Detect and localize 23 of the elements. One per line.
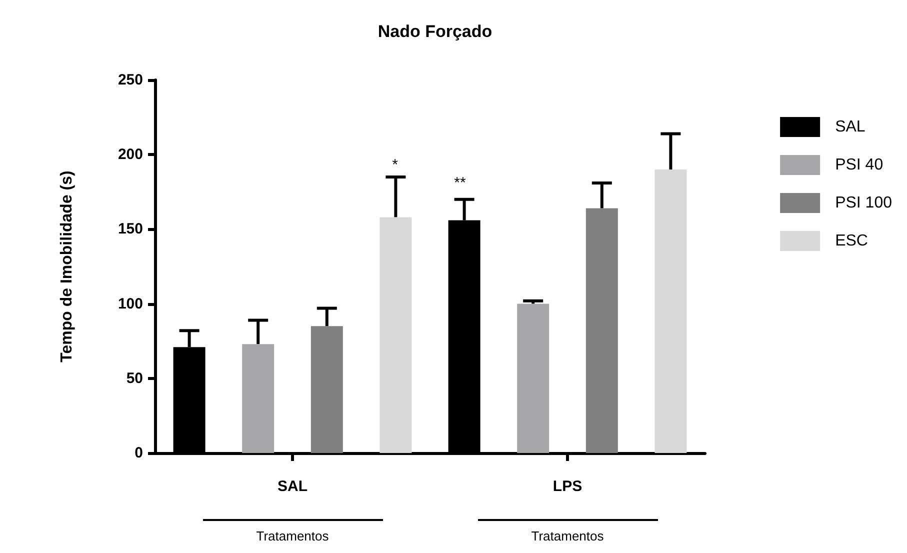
text: Tratamentos — [256, 528, 330, 544]
bar — [242, 344, 274, 453]
bar — [310, 326, 343, 453]
y-tick-label: 100 — [118, 295, 143, 312]
y-tick-label: 250 — [118, 72, 143, 88]
y-tick-label: 200 — [118, 146, 143, 164]
bar — [380, 217, 412, 453]
legend-label: PSI 40 — [835, 156, 884, 174]
annotation: * — [392, 156, 398, 174]
bar — [654, 170, 687, 453]
bar — [586, 208, 618, 453]
annotation: ** — [454, 174, 466, 192]
text: Tratamentos — [531, 528, 604, 544]
y-tick-label: 50 — [126, 370, 143, 387]
bar — [517, 304, 550, 453]
x-tick-label: LPS — [552, 478, 582, 495]
y-tick-label: 0 — [134, 444, 143, 462]
y-tick-label: 150 — [118, 220, 143, 238]
legend-label: ESC — [835, 232, 868, 250]
legend-label: PSI 100 — [835, 194, 892, 212]
legend-label: SAL — [835, 118, 866, 136]
y-axis-title: Tempo de Imobilidade (s) — [58, 170, 76, 362]
chart-title: Nado Forçado — [378, 22, 492, 41]
